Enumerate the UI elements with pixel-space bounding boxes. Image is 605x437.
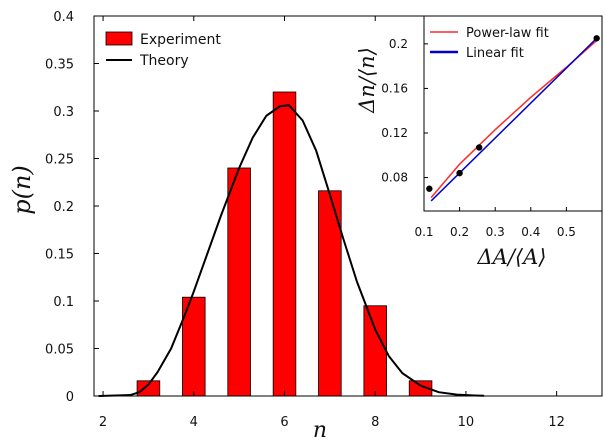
y-tick-label: 0 <box>66 390 74 405</box>
inset-y-axis-label: Δn/⟨n⟩ <box>355 47 379 114</box>
y-tick-label: 0.1 <box>53 295 74 310</box>
y-tick-label: 0.2 <box>53 200 74 215</box>
legend-swatch-experiment <box>105 31 133 46</box>
inset-y-tick-label: 0.2 <box>389 37 408 51</box>
inset-x-axis-label: ΔA/⟨A⟩ <box>477 245 547 269</box>
inset-x-ticks: 0.1 0.2 0.3 0.4 0.5 <box>414 207 576 239</box>
main-plot: 2 4 6 8 10 12 0 0.05 0.1 0.15 0.2 0.25 0.3 0.35 0.4 n… <box>8 10 603 437</box>
main-y-axis-label: p(n) <box>8 165 36 215</box>
main-y-ticks: 0 0.05 0.1 0.15 0.2 0.25 0.3 0.35 0.4 <box>45 10 99 405</box>
y-tick-label: 0.4 <box>53 10 74 25</box>
bar-n-5 <box>227 167 251 397</box>
y-tick-label: 0.15 <box>45 248 74 263</box>
main-legend: Experiment Theory <box>105 31 221 69</box>
legend-label-experiment: Experiment <box>140 32 221 48</box>
inset-y-tick-label: 0.12 <box>381 126 408 140</box>
inset-data-point <box>475 144 483 151</box>
inset-y-ticks: 0.08 0.12 0.16 0.2 <box>381 37 428 185</box>
theory-curve <box>98 104 485 397</box>
x-tick-label: 10 <box>458 415 475 430</box>
inset-x-tick-label: 0.1 <box>414 225 433 239</box>
y-tick-label: 0.25 <box>45 153 74 168</box>
inset-plot: 0.1 0.2 0.3 0.4 0.5 0.08 0.12 0.16 0.2 ΔA/⟨A⟩ Δ… <box>355 15 603 269</box>
inset-x-tick-label: 0.4 <box>521 225 540 239</box>
inset-legend: Power-law fit Linear fit <box>430 26 549 61</box>
experiment-bars <box>136 91 433 397</box>
legend-label-theory: Theory <box>139 53 189 69</box>
y-tick-label: 0.05 <box>45 343 74 358</box>
inset-y-tick-label: 0.16 <box>381 81 408 95</box>
x-tick-label: 8 <box>371 415 379 430</box>
inset-x-tick-label: 0.3 <box>486 225 505 239</box>
x-tick-label: 4 <box>190 415 198 430</box>
y-tick-label: 0.3 <box>53 105 74 120</box>
x-tick-label: 2 <box>99 415 107 430</box>
main-x-axis-label: n <box>313 418 327 437</box>
inset-data-point <box>456 169 463 177</box>
inset-x-tick-label: 0.2 <box>450 225 469 239</box>
x-tick-label: 12 <box>548 415 565 430</box>
bar-n-8 <box>363 305 387 397</box>
x-tick-label: 6 <box>280 415 288 430</box>
legend-label-linear: Linear fit <box>466 46 524 61</box>
inset-plot-frame <box>423 15 603 212</box>
inset-data-point <box>426 185 433 192</box>
inset-x-tick-label: 0.5 <box>557 225 576 239</box>
bar-n-6 <box>272 91 297 397</box>
y-tick-label: 0.35 <box>45 58 74 73</box>
inset-data-point <box>593 35 600 42</box>
inset-y-tick-label: 0.08 <box>381 171 408 185</box>
legend-label-power-law: Power-law fit <box>466 26 549 41</box>
inset-data-points <box>426 35 600 192</box>
